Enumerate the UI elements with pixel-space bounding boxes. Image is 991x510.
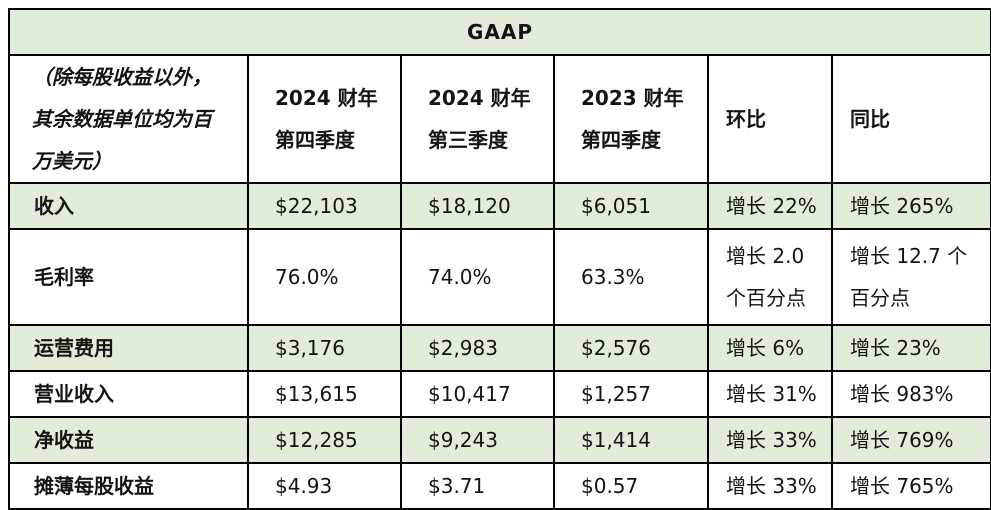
cell-eps-q4fy23: $0.57 xyxy=(553,462,709,510)
row-label-net-income: 净收益 xyxy=(8,416,249,464)
cell-opinc-q4fy24: $13,615 xyxy=(247,370,402,418)
row-revenue: 收入 $22,103 $18,120 $6,051 增长 22% 增长 265% xyxy=(8,182,991,230)
cell-gross-margin-yoy-line2: 百分点 xyxy=(850,286,910,310)
cell-gross-margin-yoy: 增长 12.7 个 百分点 xyxy=(830,228,991,326)
row-label-revenue: 收入 xyxy=(8,182,249,230)
cell-revenue-q4fy23: $6,051 xyxy=(553,182,709,230)
col-header-q3-fy24-line2: 第三季度 xyxy=(428,128,508,152)
cell-opex-qoq: 增长 6% xyxy=(707,324,833,372)
col-header-yoy: 同比 xyxy=(830,54,991,184)
units-note-line1: （除每股收益以外， xyxy=(32,65,212,89)
units-note-line2: 其余数据单位均为百 xyxy=(32,107,212,131)
cell-gross-margin-q4fy23: 63.3% xyxy=(553,228,709,326)
cell-opex-q4fy23: $2,576 xyxy=(553,324,709,372)
col-header-q3-fy24: 2024 财年 第三季度 xyxy=(400,54,555,184)
row-label-gross-margin: 毛利率 xyxy=(8,228,249,326)
cell-opinc-q3fy24: $10,417 xyxy=(400,370,555,418)
cell-gross-margin-q3fy24: 74.0% xyxy=(400,228,555,326)
cell-opex-q4fy24: $3,176 xyxy=(247,324,402,372)
units-note: （除每股收益以外， 其余数据单位均为百 万美元） xyxy=(8,54,249,184)
col-header-q4-fy24-line1: 2024 财年 xyxy=(275,86,378,110)
cell-eps-yoy: 增长 765% xyxy=(830,462,991,510)
cell-netinc-yoy: 增长 769% xyxy=(830,416,991,464)
col-header-q4-fy23-line1: 2023 财年 xyxy=(581,86,684,110)
title-row: GAAP xyxy=(7,8,991,56)
row-net-income: 净收益 $12,285 $9,243 $1,414 增长 33% 增长 769% xyxy=(8,416,991,464)
units-note-line3: 万美元） xyxy=(32,149,112,173)
cell-gross-margin-q4fy24: 76.0% xyxy=(247,228,402,326)
cell-eps-qoq: 增长 33% xyxy=(707,462,833,510)
cell-eps-q3fy24: $3.71 xyxy=(400,462,555,510)
cell-gross-margin-qoq: 增长 2.0 个百分点 xyxy=(707,228,833,326)
col-header-qoq: 环比 xyxy=(707,54,833,184)
col-header-q4-fy23: 2023 财年 第四季度 xyxy=(553,54,709,184)
cell-gross-margin-qoq-line1: 增长 2.0 xyxy=(726,244,805,268)
cell-opinc-qoq: 增长 31% xyxy=(707,370,833,418)
gaap-results-table: GAAP （除每股收益以外， 其余数据单位均为百 万美元） 2024 财年 第四… xyxy=(7,8,991,510)
cell-opex-q3fy24: $2,983 xyxy=(400,324,555,372)
cell-opinc-q4fy23: $1,257 xyxy=(553,370,709,418)
row-operating-income: 营业收入 $13,615 $10,417 $1,257 增长 31% 增长 98… xyxy=(8,370,991,418)
column-header-row: （除每股收益以外， 其余数据单位均为百 万美元） 2024 财年 第四季度 20… xyxy=(8,54,991,184)
cell-netinc-q4fy23: $1,414 xyxy=(553,416,709,464)
row-gross-margin: 毛利率 76.0% 74.0% 63.3% 增长 2.0 个百分点 增长 12.… xyxy=(8,228,991,326)
row-label-diluted-eps: 摊薄每股收益 xyxy=(8,462,249,510)
cell-netinc-q3fy24: $9,243 xyxy=(400,416,555,464)
cell-gross-margin-yoy-line1: 增长 12.7 个 xyxy=(850,244,968,268)
cell-eps-q4fy24: $4.93 xyxy=(247,462,402,510)
row-label-operating-income: 营业收入 xyxy=(8,370,249,418)
col-header-q3-fy24-line1: 2024 财年 xyxy=(428,86,531,110)
cell-revenue-q3fy24: $18,120 xyxy=(400,182,555,230)
cell-opex-yoy: 增长 23% xyxy=(830,324,991,372)
cell-gross-margin-qoq-line2: 个百分点 xyxy=(726,286,806,310)
col-header-q4-fy23-line2: 第四季度 xyxy=(581,128,661,152)
cell-netinc-qoq: 增长 33% xyxy=(707,416,833,464)
cell-revenue-q4fy24: $22,103 xyxy=(247,182,402,230)
row-diluted-eps: 摊薄每股收益 $4.93 $3.71 $0.57 增长 33% 增长 765% xyxy=(8,462,991,510)
col-header-q4-fy24: 2024 财年 第四季度 xyxy=(247,54,402,184)
row-label-operating-expenses: 运营费用 xyxy=(8,324,249,372)
cell-revenue-qoq: 增长 22% xyxy=(707,182,833,230)
cell-opinc-yoy: 增长 983% xyxy=(830,370,991,418)
row-operating-expenses: 运营费用 $3,176 $2,983 $2,576 增长 6% 增长 23% xyxy=(8,324,991,372)
cell-revenue-yoy: 增长 265% xyxy=(830,182,991,230)
table-title: GAAP xyxy=(7,8,991,56)
cell-netinc-q4fy24: $12,285 xyxy=(247,416,402,464)
col-header-q4-fy24-line2: 第四季度 xyxy=(275,128,355,152)
